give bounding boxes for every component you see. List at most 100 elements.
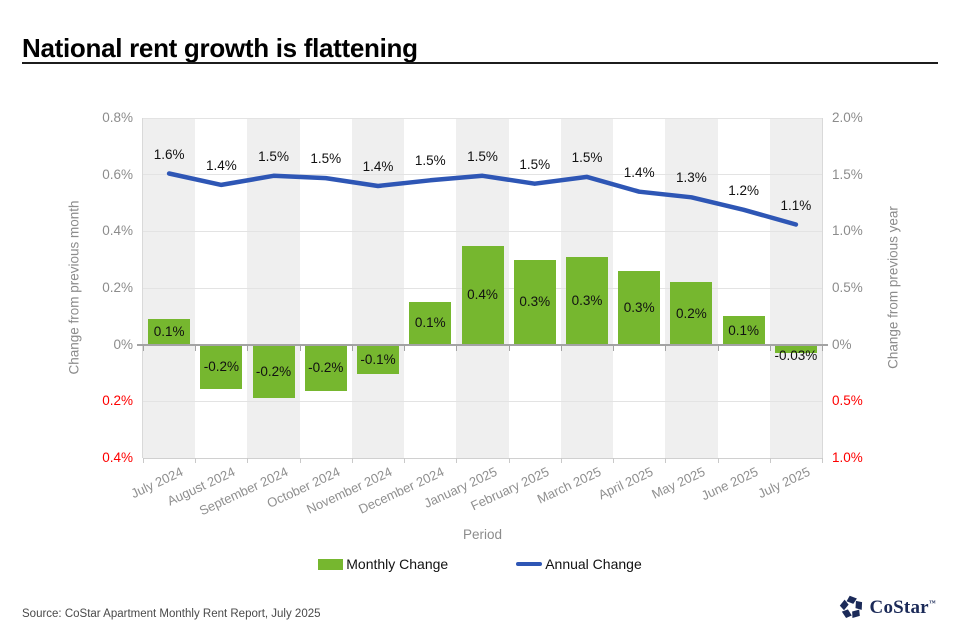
trademark-symbol: ™ xyxy=(928,598,936,607)
bar-value-label: 0.1% xyxy=(153,323,185,339)
annual-value-label: 1.5% xyxy=(414,153,446,169)
pinwheel-blade xyxy=(851,609,860,618)
right-axis-tick-label: 1.0% xyxy=(832,223,863,239)
pinwheel-blade xyxy=(839,599,849,611)
zero-tick-mark xyxy=(299,345,301,351)
legend-item-annual-change: Annual Change xyxy=(516,556,642,572)
zero-tick-mark xyxy=(456,345,458,351)
annual-value-label: 1.5% xyxy=(519,156,551,172)
left-axis-tick-label: 0.4% xyxy=(102,223,133,239)
bottom-tick-mark xyxy=(195,458,197,463)
zero-tick-mark xyxy=(404,345,406,351)
zero-tick-mark xyxy=(769,345,771,351)
bar-value-label: -0.2% xyxy=(308,360,344,376)
bar-value-label: -0.2% xyxy=(203,358,239,374)
zero-tick-mark xyxy=(247,345,249,351)
legend-item-monthly-change: Monthly Change xyxy=(318,556,448,572)
annual-value-label: 1.5% xyxy=(310,151,342,167)
right-axis-tick-label: 2.0% xyxy=(832,110,863,125)
bottom-tick-mark xyxy=(665,458,667,463)
chart-legend: Monthly Change Annual Change xyxy=(0,556,960,572)
bar xyxy=(670,282,713,344)
bar-value-label: -0.2% xyxy=(255,363,292,379)
bar xyxy=(513,259,556,344)
zero-tick-mark xyxy=(822,345,823,351)
bottom-tick-mark xyxy=(351,458,353,463)
pinwheel-blade xyxy=(841,609,852,619)
bottom-tick-mark xyxy=(560,458,562,463)
left-axis-tick-label: 0.2% xyxy=(102,280,133,295)
page-title: National rent growth is flattening xyxy=(22,33,418,64)
right-axis-tick-label: 0% xyxy=(832,336,852,352)
annual-value-label: 1.5% xyxy=(467,148,498,164)
legend-label-annual: Annual Change xyxy=(545,556,642,572)
zero-tick-mark xyxy=(665,345,667,351)
zero-tick-mark xyxy=(613,345,615,351)
annual-change-line xyxy=(166,171,799,227)
bar-value-label: -0.03% xyxy=(774,347,818,363)
costar-pinwheel-icon xyxy=(839,595,862,619)
bar xyxy=(148,319,191,344)
bottom-tick-mark xyxy=(769,458,771,463)
bar-value-label: 0.2% xyxy=(676,305,707,321)
annual-value-label: 1.4% xyxy=(623,164,655,180)
gridline xyxy=(143,230,822,232)
annual-value-label: 1.5% xyxy=(571,149,603,165)
annual-value-label: 1.4% xyxy=(362,159,394,174)
bar-value-label: 0.3% xyxy=(571,292,603,308)
zero-tick-mark xyxy=(717,345,719,351)
gridline xyxy=(143,457,822,459)
x-axis-title: Period xyxy=(462,527,503,542)
plot-border-left xyxy=(142,118,143,458)
annual-value-label: 1.1% xyxy=(780,197,812,213)
bottom-tick-mark xyxy=(247,458,249,463)
annual-change-polyline xyxy=(166,171,799,227)
annual-change-swatch xyxy=(516,562,543,566)
annual-value-label: 1.4% xyxy=(205,157,237,173)
bar xyxy=(565,256,608,344)
bottom-tick-mark xyxy=(717,458,719,463)
zero-tick-mark xyxy=(560,345,562,351)
bottom-tick-mark xyxy=(299,458,301,463)
bar xyxy=(722,316,765,344)
bottom-tick-mark xyxy=(143,458,144,463)
bottom-tick-mark xyxy=(613,458,615,463)
costar-logo: CoStar™ xyxy=(838,594,936,621)
right-axis-tick-label: 0.5% xyxy=(832,280,863,295)
pinwheel-blade xyxy=(846,595,857,604)
bottom-tick-mark xyxy=(822,458,823,463)
bar-value-label: -0.1% xyxy=(360,351,396,367)
right-axis-tick-label: 0.5% xyxy=(832,393,863,409)
zero-tick-mark xyxy=(351,345,353,351)
bottom-tick-mark xyxy=(508,458,510,463)
annual-value-label: 1.3% xyxy=(676,170,707,186)
bar-value-label: 0.1% xyxy=(728,322,760,338)
title-rule xyxy=(22,62,938,64)
bottom-tick-mark xyxy=(404,458,406,463)
legend-label-monthly: Monthly Change xyxy=(346,556,449,572)
gridline xyxy=(143,117,822,119)
pinwheel-blade xyxy=(855,600,862,610)
plot-border-right xyxy=(822,118,823,458)
annual-value-label: 1.5% xyxy=(258,148,289,164)
monthly-change-swatch xyxy=(318,558,344,570)
left-axis-tick-label: 0.6% xyxy=(102,166,133,182)
bottom-tick-mark xyxy=(456,458,458,463)
bar xyxy=(461,245,504,344)
bar-value-label: 0.3% xyxy=(623,299,655,315)
right-axis-tick-label: 1.5% xyxy=(832,166,863,182)
bar xyxy=(409,302,452,344)
bar xyxy=(618,271,661,344)
bar-value-label: 0.4% xyxy=(467,287,498,303)
gridline xyxy=(143,400,822,402)
bar-value-label: 0.1% xyxy=(414,315,446,331)
bar xyxy=(774,345,817,354)
zero-tick-mark xyxy=(143,345,144,351)
annual-value-label: 1.6% xyxy=(153,146,185,162)
zero-line xyxy=(137,343,828,346)
bar xyxy=(252,345,295,399)
left-axis-tick-label: 0.4% xyxy=(102,450,133,465)
left-axis-tick-label: 0.8% xyxy=(102,110,133,125)
bar xyxy=(200,345,243,389)
